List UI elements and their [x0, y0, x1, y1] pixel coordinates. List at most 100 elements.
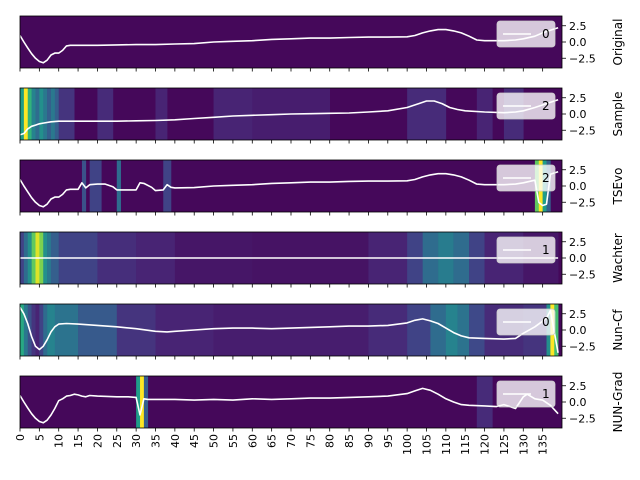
heatmap-cell	[116, 160, 121, 212]
y-tick-label: 2.5	[569, 164, 587, 177]
x-tick-label: 100	[401, 434, 414, 455]
heatmap-background	[20, 376, 562, 428]
x-tick-label: 70	[285, 434, 298, 448]
heatmap-cell	[31, 304, 36, 356]
heatmap-cell	[136, 376, 141, 428]
heatmap-cell	[39, 304, 44, 356]
y-tick-label: 2.5	[569, 92, 587, 105]
heatmap-cell	[50, 88, 56, 140]
panels: 2.5 0.0 −2.5 Original 0 2.5 0.0 −2.5 Sample 2 2.5 0…	[19, 15, 625, 433]
x-tick-label: 50	[208, 434, 221, 448]
y-tick-label: −2.5	[569, 124, 596, 137]
heatmap-cell	[20, 304, 25, 356]
heatmap-cell	[476, 88, 493, 140]
y-tick-label: −2.5	[569, 52, 596, 65]
series-line	[20, 26, 559, 64]
legend-label: 1	[542, 243, 550, 257]
heatmap-cell	[54, 88, 60, 140]
legend-label: 2	[542, 99, 550, 113]
panel-ylabel: Wachter	[611, 233, 625, 283]
y-tick-label: 0.0	[569, 36, 587, 49]
heatmap-cell	[78, 304, 118, 356]
x-tick-label: 45	[188, 434, 201, 448]
heatmap-cell	[54, 304, 79, 356]
heatmap-cell	[43, 304, 48, 356]
heatmap-cell	[430, 304, 447, 356]
legend: 2	[496, 164, 556, 192]
x-tick-label: 95	[382, 434, 395, 448]
heatmap-cell	[23, 304, 29, 356]
heatmap-cell	[47, 88, 52, 140]
heatmap-cell	[27, 88, 32, 140]
heatmap-cell	[97, 88, 114, 140]
heatmap-cell	[39, 88, 44, 140]
panel-nun-grad: 2.5 0.0 −2.5 NUN-Grad 1	[19, 372, 625, 433]
x-tick-label: 30	[130, 434, 143, 448]
x-tick-label: 120	[479, 434, 492, 455]
y-tick-label: −2.5	[569, 412, 596, 425]
x-tick-label: 25	[111, 434, 124, 448]
series-line	[20, 170, 559, 208]
x-tick-label: 5	[33, 434, 46, 441]
y-tick-label: 2.5	[569, 236, 587, 249]
x-tick-label: 35	[150, 434, 163, 448]
legend: 0	[496, 308, 556, 336]
x-axis: 0 5 10 15 20 25 30 35 40 45 50 55 60 65 70 75 80 85 90 95 10…	[14, 434, 550, 455]
heatmap-background	[20, 16, 562, 68]
panel-original: 2.5 0.0 −2.5 Original 0	[19, 15, 625, 72]
heatmap-cell	[469, 304, 485, 356]
x-tick-label: 60	[246, 434, 259, 448]
heatmap-cell	[143, 376, 149, 428]
x-tick-label: 65	[266, 434, 279, 448]
heatmap-cell	[407, 88, 447, 140]
y-tick-label: 0.0	[569, 108, 587, 121]
x-tick-label: 105	[421, 434, 434, 455]
x-tick-label: 10	[53, 434, 66, 448]
heatmap-cell	[213, 304, 369, 356]
panel-ylabel: Nun-Cf	[611, 309, 625, 351]
x-tick-label: 20	[91, 434, 104, 448]
panel-ylabel: NUN-Grad	[611, 372, 625, 433]
legend-label: 0	[542, 315, 550, 329]
panel-ylabel: Original	[611, 19, 625, 66]
y-tick-label: −2.5	[569, 340, 596, 353]
x-tick-label: 85	[343, 434, 356, 448]
x-tick-label: 125	[498, 434, 511, 455]
heatmap-cell	[23, 88, 29, 140]
x-tick-label: 55	[227, 434, 240, 448]
heatmap-cell	[476, 376, 493, 428]
y-tick-label: 0.0	[569, 252, 587, 265]
heatmap-cell	[35, 304, 40, 356]
panel-wachter: 2.5 0.0 −2.5 Wachter 1	[19, 231, 625, 288]
heatmap-cell	[213, 88, 253, 140]
y-tick-label: 2.5	[569, 20, 587, 33]
heatmap-cell	[89, 160, 102, 212]
series-line	[20, 387, 559, 424]
x-tick-label: 115	[459, 434, 472, 455]
legend-label: 0	[542, 27, 550, 41]
x-tick-label: 110	[440, 434, 453, 455]
y-tick-label: −2.5	[569, 196, 596, 209]
legend-label: 1	[542, 387, 550, 401]
series-line	[20, 306, 559, 353]
heatmap-cell	[35, 88, 40, 140]
panel-tsevo: 2.5 0.0 −2.5 TSEvo 2	[19, 159, 625, 216]
panel-nun-cf: 2.5 0.0 −2.5 Nun-Cf 0	[19, 303, 625, 360]
heatmap-cell	[20, 88, 25, 140]
x-tick-label: 75	[304, 434, 317, 448]
y-tick-label: 0.0	[569, 396, 587, 409]
heatmap-cell	[43, 88, 48, 140]
panel-ylabel: TSEvo	[611, 168, 625, 206]
y-tick-label: 2.5	[569, 380, 587, 393]
heatmap-cell	[554, 304, 559, 356]
heatmap-cell	[47, 304, 56, 356]
y-tick-label: 0.0	[569, 324, 587, 337]
y-tick-label: −2.5	[569, 268, 596, 281]
panel-sample: 2.5 0.0 −2.5 Sample 2	[19, 87, 625, 144]
panel-ylabel: Sample	[611, 92, 625, 137]
heatmap-cell	[368, 304, 408, 356]
y-tick-label: 0.0	[569, 180, 587, 193]
x-tick-label: 135	[537, 434, 550, 455]
x-tick-label: 15	[72, 434, 85, 448]
